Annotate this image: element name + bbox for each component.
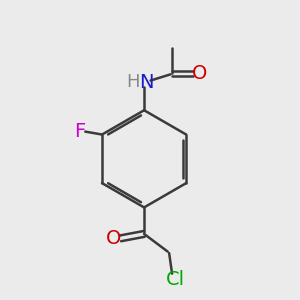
Text: Cl: Cl <box>166 270 184 289</box>
Text: O: O <box>191 64 207 83</box>
Text: H: H <box>126 73 140 91</box>
Text: N: N <box>139 73 154 92</box>
Text: F: F <box>74 122 86 141</box>
Text: O: O <box>106 229 122 248</box>
